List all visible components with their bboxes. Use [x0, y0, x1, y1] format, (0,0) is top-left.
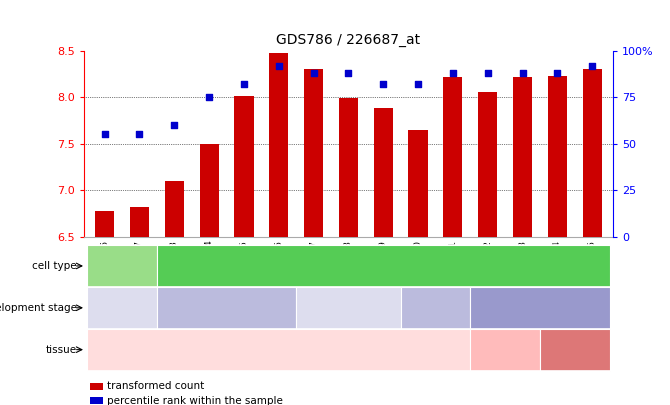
Point: [273, 62, 284, 69]
Bar: [444, 77, 462, 237]
Text: naive T cells: naive T cells: [511, 303, 570, 312]
Text: adult blood: adult blood: [548, 345, 602, 354]
Point: [587, 62, 598, 69]
Text: double positive
thymocytes: double positive thymocytes: [312, 298, 385, 318]
Bar: [513, 77, 532, 237]
Text: CD4: CD4: [373, 262, 393, 271]
Bar: [374, 109, 393, 237]
Point: [482, 70, 493, 76]
Point: [378, 81, 389, 87]
Bar: [409, 130, 427, 237]
Point: [517, 70, 528, 76]
Bar: [583, 69, 602, 237]
Point: [552, 70, 563, 76]
Text: single positive
thymocytes: single positive thymocytes: [401, 298, 470, 318]
Bar: [95, 211, 114, 237]
Text: cell type: cell type: [32, 261, 77, 271]
Text: development stage: development stage: [0, 303, 77, 313]
Point: [343, 70, 354, 76]
Bar: [130, 207, 149, 237]
Point: [99, 131, 110, 138]
Point: [169, 122, 180, 128]
Text: intrathymic T
progenitors: intrathymic T progenitors: [195, 298, 258, 318]
Text: percentile rank within the sample: percentile rank within the sample: [107, 396, 283, 405]
Text: cord blood: cord blood: [480, 345, 530, 354]
Title: GDS786 / 226687_at: GDS786 / 226687_at: [276, 33, 421, 47]
Bar: [269, 53, 288, 237]
Point: [134, 131, 145, 138]
Bar: [165, 181, 184, 237]
Point: [413, 81, 423, 87]
Point: [448, 70, 458, 76]
Point: [239, 81, 249, 87]
Bar: [200, 144, 218, 237]
Bar: [478, 92, 497, 237]
Bar: [234, 96, 253, 237]
Point: [308, 70, 319, 76]
Bar: [548, 76, 567, 237]
Text: tissue: tissue: [46, 345, 77, 355]
Text: fetal thymus: fetal thymus: [249, 345, 309, 354]
Bar: [339, 98, 358, 237]
Text: stromal: stromal: [104, 262, 140, 271]
Text: transformed count: transformed count: [107, 382, 204, 391]
Text: control: control: [106, 303, 139, 312]
Point: [204, 94, 214, 100]
Bar: [304, 69, 323, 237]
